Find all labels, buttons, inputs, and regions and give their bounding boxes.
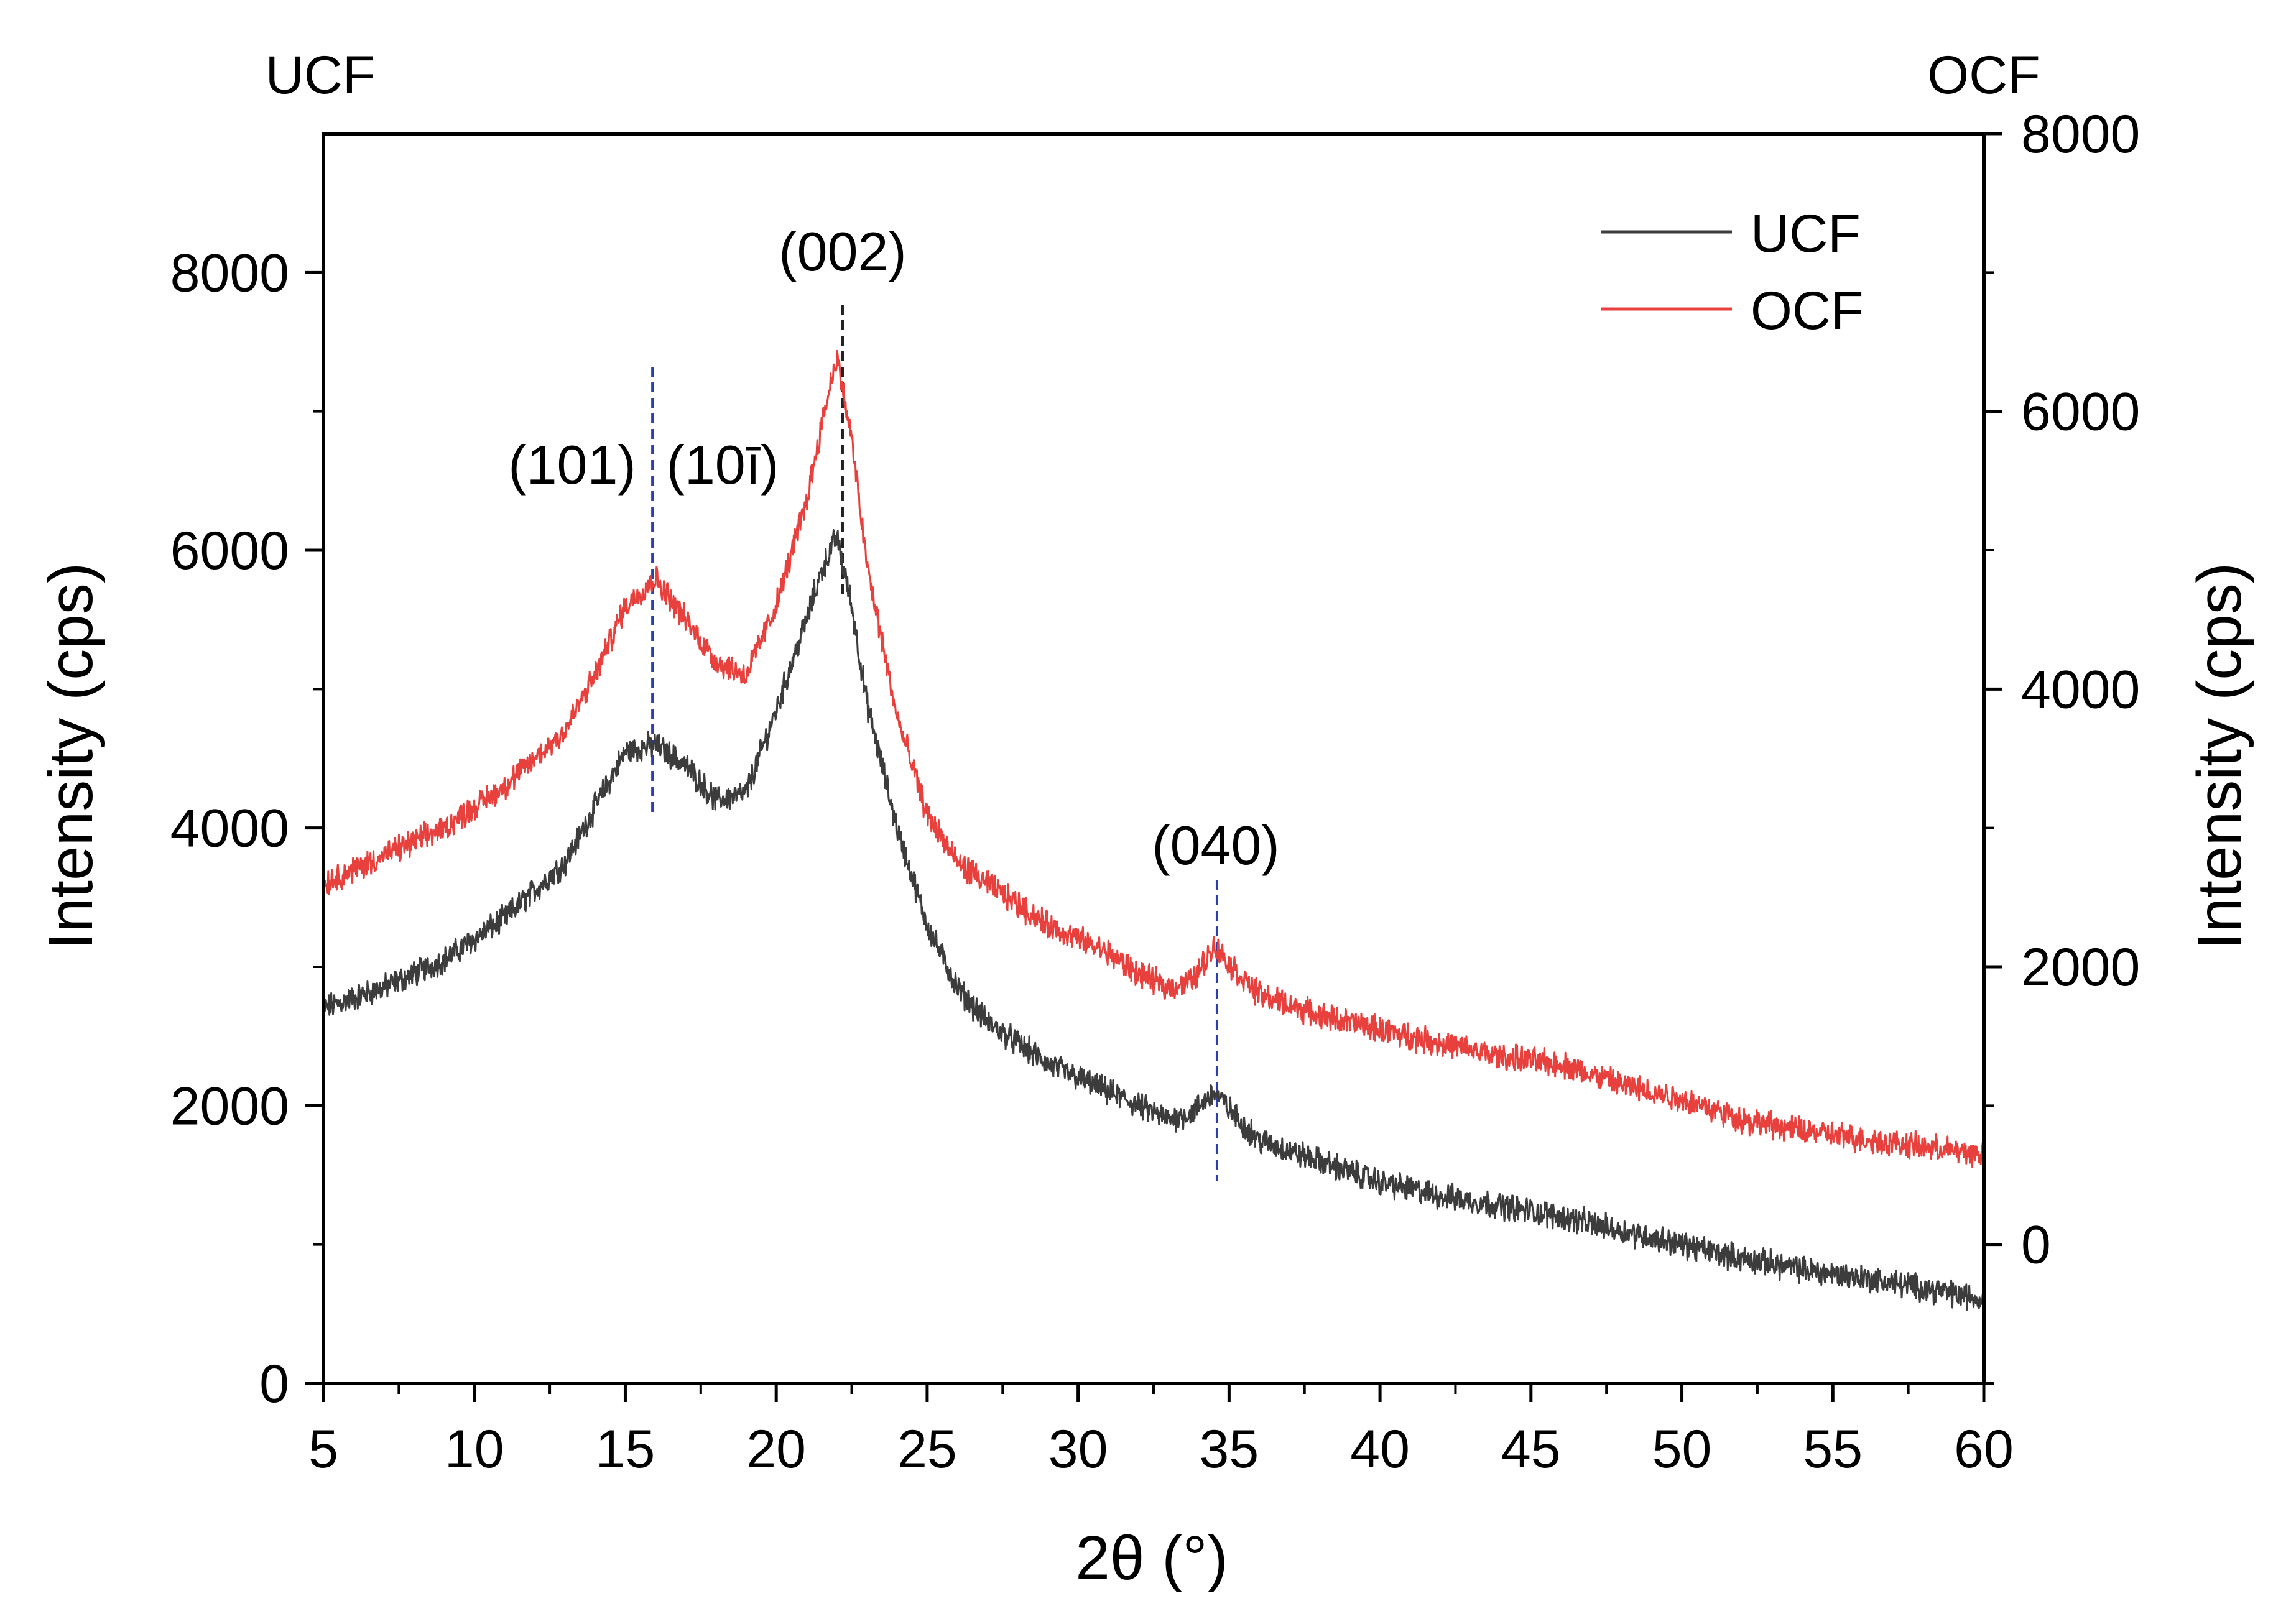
- y-right-tick-label: 4000: [2021, 660, 2140, 719]
- series-line-ucf: [322, 529, 1985, 1311]
- x-tick-label: 25: [897, 1419, 957, 1479]
- y-right-tick-label: 0: [2021, 1216, 2051, 1275]
- y-axis-left-label: Intensity (cps): [36, 563, 106, 949]
- plot-frame: [322, 132, 1986, 1385]
- legend-label-ucf: UCF: [1751, 204, 1861, 264]
- peak-label: (002): [779, 221, 906, 282]
- peak-label: (040): [1152, 814, 1279, 876]
- x-tick-label: 45: [1501, 1419, 1561, 1479]
- series-line-ocf: [322, 349, 1985, 1168]
- peak-label: (101): [508, 434, 636, 496]
- x-tick-label: 40: [1350, 1419, 1410, 1479]
- y-left-tick-label: 0: [259, 1354, 289, 1414]
- series-layer: [322, 349, 1985, 1311]
- x-tick-label: 15: [596, 1419, 655, 1479]
- y-right-tick-label: 8000: [2021, 104, 2140, 164]
- left-axis-title: UCF: [266, 45, 376, 105]
- legend-label-ocf: OCF: [1751, 281, 1864, 341]
- y-right-tick-label: 6000: [2021, 382, 2140, 442]
- x-tick-label: 35: [1200, 1419, 1259, 1479]
- y-right-tick-label: 2000: [2021, 938, 2140, 997]
- reference-lines: [651, 305, 1218, 1181]
- axes-layer: 5 10 15 20 25 30 35 40 45 50 55 60 0 2000 4000 6000 8000…: [170, 104, 2141, 1479]
- x-tick-label: 60: [1954, 1419, 2014, 1479]
- y-left-tick-label: 4000: [170, 799, 289, 859]
- y-left-tick-label: 6000: [170, 521, 289, 581]
- x-tick-label: 10: [445, 1419, 504, 1479]
- x-tick-label: 55: [1803, 1419, 1863, 1479]
- annotations: (101) (10ī) (002) (040): [508, 221, 1279, 876]
- x-tick-label: 30: [1048, 1419, 1108, 1479]
- legend: UCF OCF: [1601, 204, 1864, 341]
- x-tick-label: 5: [308, 1419, 338, 1479]
- x-tick-label: 50: [1652, 1419, 1712, 1479]
- y-left-tick-label: 8000: [170, 243, 289, 303]
- peak-label: (10ī): [667, 434, 779, 496]
- right-axis-title: OCF: [1927, 45, 2040, 105]
- x-tick-label: 20: [746, 1419, 806, 1479]
- y-left-tick-label: 2000: [170, 1076, 289, 1136]
- y-axis-right-label: Intensity (cps): [2185, 563, 2254, 949]
- x-axis-label: 2θ (°): [1075, 1523, 1228, 1593]
